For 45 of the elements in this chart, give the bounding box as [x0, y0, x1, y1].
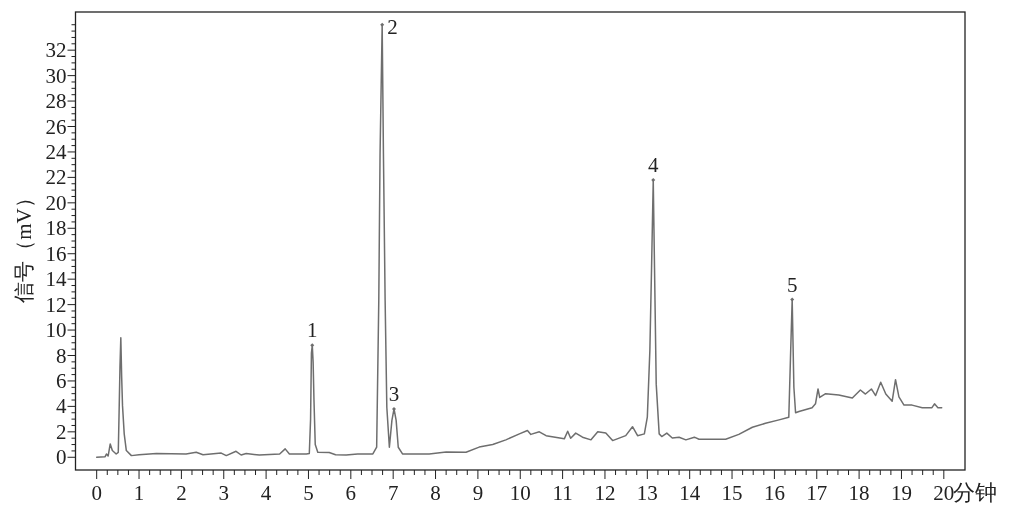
x-tick-label: 7: [387, 481, 399, 505]
y-tick-label: 8: [56, 343, 67, 368]
x-tick-label: 17: [806, 481, 828, 505]
y-tick-label: 26: [45, 114, 67, 139]
x-tick-label: 14: [679, 481, 701, 505]
y-tick-label: 2: [56, 419, 67, 444]
x-tick-label: 5: [303, 481, 314, 505]
y-tick-label: 32: [45, 38, 67, 63]
x-tick-label: 9: [472, 481, 484, 505]
y-tick-label: 12: [45, 292, 67, 317]
y-tick-label: 20: [45, 190, 67, 215]
x-tick-label: 13: [636, 481, 658, 505]
x-tick-label: 11: [552, 481, 573, 505]
annotation: 5: [786, 272, 798, 297]
x-tick-label: 15: [721, 481, 743, 505]
x-tick-label: 4: [260, 481, 272, 505]
x-tick-label: 10: [509, 481, 531, 505]
y-tick-label: 30: [45, 63, 67, 88]
y-tick-label: 4: [56, 394, 67, 419]
x-tick-label: 12: [594, 481, 616, 505]
x-tick-label: 2: [176, 481, 187, 505]
y-tick-label: 10: [45, 318, 67, 343]
y-tick-label: 16: [45, 241, 67, 266]
x-tick-label: 3: [218, 481, 229, 505]
annotation: 2: [387, 14, 398, 39]
y-tick-label: 14: [45, 267, 67, 292]
x-tick-label: 18: [848, 481, 870, 505]
y-tick-label: 6: [56, 368, 67, 393]
y-tick-label: 22: [45, 165, 67, 190]
x-tick-label: 0: [91, 481, 102, 505]
x-tick-label: 1: [133, 481, 145, 505]
y-tick-label: 24: [45, 139, 67, 164]
y-tick-label: 28: [45, 89, 67, 114]
annotation: 3: [388, 381, 400, 406]
x-tick-label: 6: [345, 481, 357, 505]
x-tick-label: 16: [763, 481, 785, 505]
y-tick-label: 0: [56, 445, 67, 470]
y-tick-label: 18: [45, 216, 67, 241]
xlabel: 分钟: [953, 480, 997, 505]
x-tick-label: 19: [890, 481, 912, 505]
ylabel: 信号（mV）: [12, 187, 36, 303]
x-tick-label: 20: [933, 481, 955, 505]
x-tick-label: 8: [430, 481, 441, 505]
annotation: 4: [648, 152, 659, 177]
annotation: 1: [307, 318, 318, 343]
